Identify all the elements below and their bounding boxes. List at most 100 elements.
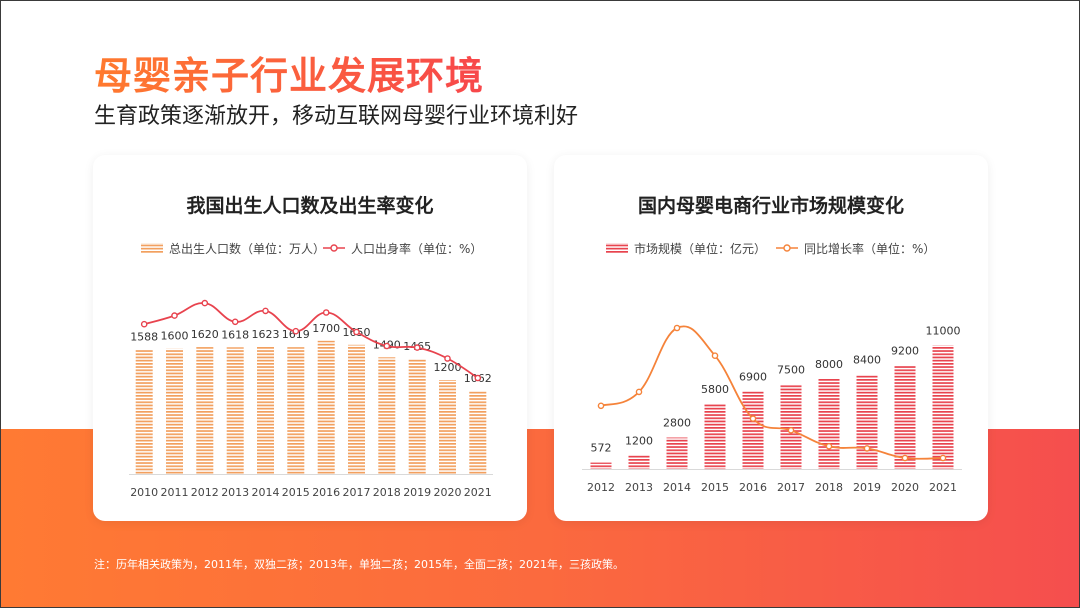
births-bar-value-2012: 1620 <box>191 328 219 341</box>
births-x-tick-2016: 2016 <box>312 486 340 499</box>
births-bar-2011 <box>166 348 183 474</box>
market-bar-2014 <box>666 437 688 469</box>
births-bar-2014 <box>257 346 274 474</box>
births-bar-2018 <box>378 357 396 474</box>
market-line-point-2012 <box>597 402 605 410</box>
market-bar-2020 <box>894 365 916 469</box>
market-line-point-2014 <box>673 324 681 332</box>
market-line <box>600 325 944 460</box>
births-bar-2020 <box>439 380 456 474</box>
market-x-tick-2018: 2018 <box>815 481 843 494</box>
births-x-tick-2015: 2015 <box>282 486 310 499</box>
births-line-point-2017 <box>353 328 360 336</box>
births-x-tick-2020: 2020 <box>434 486 462 499</box>
policy-footnote: 注：历年相关政策为，2011年，双独二孩；2013年，单独二孩；2015年，全面… <box>94 558 624 571</box>
market-x-tick-2021: 2021 <box>929 481 957 494</box>
market-line-point-2015 <box>711 352 719 359</box>
births-x-tick-2010: 2010 <box>130 486 158 499</box>
market-bar-value-2014: 2800 <box>663 417 691 430</box>
births-bar-value-2015: 1619 <box>282 328 310 341</box>
births-line-point-2016 <box>322 309 330 316</box>
market-bar-value-2021: 11000 <box>926 324 961 337</box>
births-x-tick-2014: 2014 <box>252 486 280 499</box>
births-line-point-2021 <box>474 374 482 382</box>
births-legend-line-marker <box>330 244 338 252</box>
births-x-tick-2018: 2018 <box>373 486 401 499</box>
market-bar-value-2019: 8400 <box>853 354 881 367</box>
births-bar-2015 <box>287 347 305 474</box>
market-line-point-2017 <box>787 426 795 434</box>
births-line-point-2010 <box>140 320 148 328</box>
market-bar-value-2018: 8000 <box>815 358 843 371</box>
births-bar-2016 <box>317 340 335 474</box>
market-bar-2018 <box>818 379 840 469</box>
births-x-tick-2021: 2021 <box>464 486 492 499</box>
market-bar-value-2017: 7500 <box>777 364 805 377</box>
market-legend-bar-label: 市场规模（单位：亿元） <box>634 241 766 256</box>
births-bar-value-2013: 1618 <box>221 328 249 341</box>
market-x-tick-2012: 2012 <box>587 481 615 494</box>
market-bar-value-2015: 5800 <box>701 383 729 396</box>
market-chart-title: 国内母婴电商行业市场规模变化 <box>638 194 904 217</box>
market-legend-bar-swatch <box>606 243 628 253</box>
market-bar-2019 <box>856 374 878 469</box>
births-line-point-2013 <box>231 318 239 326</box>
market-bar-2015 <box>704 403 726 470</box>
births-bar-value-2020: 1200 <box>434 361 462 374</box>
market-chart-card: 国内母婴电商行业市场规模变化市场规模（单位：亿元） 同比增长率（单位：%） 572 2… <box>554 155 988 521</box>
births-chart-card: 我国出生人口数及出生率变化总出生人口数（单位：万人） 人口出身率（单位：%） 158… <box>93 155 527 521</box>
births-x-tick-2013: 2013 <box>221 486 249 499</box>
market-line-point-2021 <box>939 454 947 462</box>
births-x-tick-2011: 2011 <box>161 486 189 499</box>
births-bar-2013 <box>226 347 244 474</box>
births-bar-2017 <box>348 344 365 475</box>
market-bar-value-2012: 572 <box>591 442 612 455</box>
births-line-point-2014 <box>262 307 269 315</box>
births-line-point-2020 <box>444 355 451 362</box>
market-line-point-2018 <box>825 442 833 450</box>
births-bar-value-2014: 1623 <box>252 328 280 341</box>
market-bar-2013 <box>628 455 650 469</box>
market-legend-line-marker <box>783 244 791 252</box>
market-bar-2012 <box>590 462 612 469</box>
market-bar-2021 <box>932 345 954 470</box>
market-x-tick-2019: 2019 <box>853 481 881 494</box>
births-line-point-2012 <box>201 299 209 307</box>
market-legend-line-label: 同比增长率（单位：%） <box>804 241 935 256</box>
births-x-tick-2012: 2012 <box>191 486 219 499</box>
market-x-tick-2016: 2016 <box>739 481 767 494</box>
births-x-tick-2017: 2017 <box>343 486 371 499</box>
market-x-tick-2020: 2020 <box>891 481 919 494</box>
market-bar-value-2013: 1200 <box>625 435 653 448</box>
market-line-point-2013 <box>635 388 643 396</box>
births-legend-bar-swatch <box>141 243 163 253</box>
market-x-tick-2014: 2014 <box>663 481 691 494</box>
births-bar-2010 <box>135 349 153 474</box>
market-line-point-2020 <box>901 454 909 462</box>
market-bar-2016 <box>742 391 764 469</box>
market-line-point-2016 <box>749 415 757 422</box>
births-bar-value-2011: 1600 <box>161 330 189 343</box>
births-line-point-2018 <box>383 342 391 350</box>
births-legend: 总出生人口数（单位：万人） 人口出身率（单位：%） <box>141 241 482 256</box>
births-chart-title: 我国出生人口数及出生率变化 <box>186 194 433 217</box>
market-bar-value-2016: 6900 <box>739 370 767 383</box>
births-x-tick-2019: 2019 <box>403 486 431 499</box>
births-bar-value-2016: 1700 <box>312 322 340 335</box>
births-legend-bar-label: 总出生人口数（单位：万人） <box>169 241 325 256</box>
births-legend-line-label: 人口出身率（单位：%） <box>351 241 482 256</box>
births-bar-2012 <box>196 347 214 474</box>
market-x-tick-2017: 2017 <box>777 481 805 494</box>
market-line-point-2019 <box>863 445 871 452</box>
page-title: 母婴亲子行业发展环境 <box>94 45 484 100</box>
page-subtitle: 生育政策逐渐放开，移动互联网母婴行业环境利好 <box>94 104 579 129</box>
market-bar-2017 <box>780 384 802 469</box>
market-bar-value-2020: 9200 <box>891 345 919 358</box>
births-bar-2019 <box>408 359 426 474</box>
births-bar-value-2010: 1588 <box>130 331 158 344</box>
births-line-point-2011 <box>171 312 178 319</box>
births-line-point-2015 <box>292 327 300 335</box>
